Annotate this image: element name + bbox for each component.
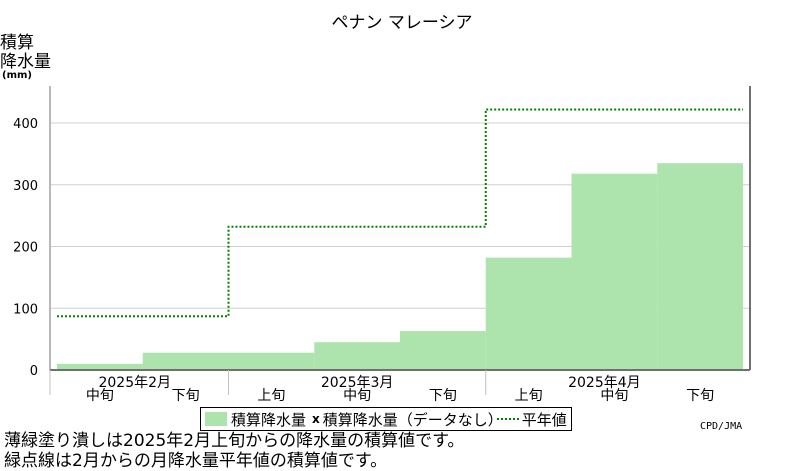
- x-tick-label-month: 2025年4月: [568, 375, 641, 391]
- legend-marker-missing: x: [312, 412, 320, 426]
- legend: 積算降水量 x 積算降水量（データなし） 平年値: [200, 407, 572, 431]
- y-axis-label-line-2: 降水量: [0, 52, 51, 72]
- legend-label-normal: 平年値: [521, 410, 567, 429]
- y-tick-label: 300: [13, 179, 38, 194]
- y-axis-label-line-1: 積算: [0, 33, 34, 53]
- axes: [49, 86, 751, 395]
- x-tick-label-month: 2025年3月: [321, 375, 394, 391]
- bar: [57, 363, 143, 370]
- x-tick-label-dekad: 上旬: [257, 388, 285, 404]
- y-axis-unit: (mm): [2, 70, 32, 81]
- legend-dotted-line: [496, 418, 519, 420]
- legend-label-actual: 積算降水量: [231, 410, 307, 429]
- note-dotted: 緑点線は2月からの月降水量平年値の積算値です。: [4, 451, 388, 471]
- x-tick-label-dekad: 中旬: [600, 388, 628, 404]
- y-tick-label: 400: [13, 117, 38, 132]
- x-tick-label-month: 2025年2月: [98, 375, 171, 391]
- bar-series: [57, 163, 743, 370]
- bar: [400, 331, 486, 370]
- bar: [142, 352, 229, 370]
- normal-step-line: [57, 108, 743, 318]
- bar: [657, 163, 743, 370]
- x-tick-label-dekad: 下旬: [172, 388, 200, 404]
- bar: [485, 257, 572, 370]
- x-tick-label-dekad: 中旬: [86, 388, 114, 404]
- chart-title: ペナン マレーシア: [331, 13, 472, 33]
- y-tick-labels: 0 100 200 300 400: [13, 117, 38, 379]
- x-tick-label-dekad: 中旬: [343, 388, 371, 404]
- y-tick-label: 100: [13, 302, 38, 317]
- x-tick-label-dekad: 上旬: [515, 388, 543, 404]
- bar: [314, 342, 400, 370]
- credit: CPD/JMA: [700, 421, 743, 432]
- bar: [228, 352, 315, 370]
- note-fill: 薄緑塗り潰しは2025年2月上旬からの降水量の積算値です。: [4, 431, 465, 451]
- y-tick-label: 0: [30, 364, 38, 379]
- x-tick-label-dekad: 下旬: [686, 388, 714, 404]
- bar: [571, 173, 658, 370]
- x-tick-label-dekad: 下旬: [429, 388, 457, 404]
- legend-label-missing: 積算降水量（データなし）: [322, 410, 503, 429]
- legend-swatch-actual: [205, 412, 227, 426]
- y-tick-label: 200: [13, 241, 38, 256]
